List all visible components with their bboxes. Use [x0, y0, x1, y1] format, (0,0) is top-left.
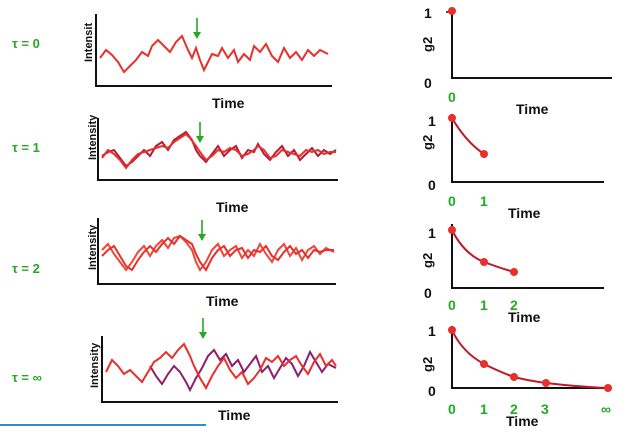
intensity-axis-label: Intensity: [87, 224, 99, 270]
g2-point: [448, 226, 456, 234]
g2-xtick: 1: [480, 401, 488, 417]
trace-axes: [101, 336, 338, 403]
row-tau-infinity: τ = ∞ Intensity Time g2 1 0 0 1 2: [12, 318, 612, 429]
g2-xtick: 2: [510, 297, 518, 313]
g2-tick-1: 1: [428, 323, 436, 339]
g2-point: [604, 384, 612, 392]
g2-point: [448, 326, 456, 334]
g2-tick-1: 1: [428, 113, 436, 129]
g2-axis-label: g2: [420, 135, 435, 150]
g2-axes: [451, 224, 604, 289]
intensity-trace-shifted: [101, 130, 337, 168]
g2-time-label: Time: [508, 309, 541, 325]
g2-tick-0: 0: [424, 75, 432, 91]
g2-tick-0: 0: [428, 383, 436, 399]
tau-label: τ = ∞: [12, 370, 42, 385]
intensity-trace: [101, 132, 336, 170]
intensity-trace-panel: Intensity Time: [87, 218, 336, 309]
g2-point: [448, 7, 456, 15]
g2-xtick: 0: [448, 193, 456, 209]
trace-axes: [95, 14, 332, 87]
trace-axes: [97, 218, 336, 285]
g2-xtick: 3: [541, 401, 549, 417]
row-tau-0: τ = 0 Intensit Time g2 1 0 0 Time: [12, 5, 612, 117]
g2-decay-curve: [451, 329, 609, 389]
time-marker-arrow: [198, 220, 206, 241]
g2-xtick: 2: [510, 401, 518, 417]
tau-label: τ = 1: [12, 140, 40, 155]
g2-xtick: 0: [448, 401, 456, 417]
time-marker-arrow: [193, 18, 201, 39]
g2-plot: g2 1 0 0 1 Time: [420, 113, 604, 221]
g2-plot: g2 1 0 0 1 2 3 ∞ Time: [420, 323, 612, 429]
g2-point: [542, 379, 550, 387]
g2-point: [510, 373, 518, 381]
g2-time-label: Time: [508, 205, 541, 221]
intensity-trace: [99, 34, 329, 74]
time-marker-arrow: [199, 318, 207, 339]
intensity-trace-panel: Intensity Time: [87, 114, 338, 215]
intensity-axis-label: Intensity: [87, 114, 99, 160]
g2-tick-1: 1: [424, 5, 432, 21]
intensity-trace-panel: Intensit Time: [83, 14, 332, 111]
g2-xtick: 0: [448, 89, 456, 105]
g2-axes: [451, 114, 604, 183]
intensity-trace: [101, 234, 334, 272]
g2-point: [480, 258, 488, 266]
g2-axes: [451, 326, 612, 389]
tau-label: τ = 2: [12, 261, 40, 276]
intensity-trace-shifted: [101, 234, 335, 272]
time-marker-arrow: [196, 122, 204, 143]
g2-plot: g2 1 0 0 1 2 Time: [420, 224, 604, 325]
intensity-axis-label: Intensit: [83, 23, 95, 62]
trace-time-label: Time: [206, 293, 239, 309]
g2-axis-label: g2: [420, 357, 435, 372]
g2-decay-curve: [451, 117, 485, 155]
row-tau-2: τ = 2 Intensity Time g2 1 0 0 1 2 Time: [12, 218, 604, 325]
trace-time-label: Time: [212, 95, 245, 111]
trace-axes: [97, 118, 338, 181]
g2-xtick: ∞: [601, 401, 611, 417]
g2-axis-label: g2: [420, 253, 435, 268]
g2-tick-0: 0: [428, 177, 436, 193]
g2-point: [480, 150, 488, 158]
intensity-axis-label: Intensity: [89, 342, 101, 388]
tau-label: τ = 0: [12, 36, 40, 51]
g2-xtick: 0: [448, 297, 456, 313]
g2-tick-1: 1: [428, 225, 436, 241]
g2-point: [480, 360, 488, 368]
g2-xtick: 1: [480, 297, 488, 313]
g2-plot: g2 1 0 0 Time: [420, 5, 612, 117]
g2-time-label: Time: [506, 413, 539, 429]
g2-point: [448, 114, 456, 122]
row-tau-1: τ = 1 Intensity Time g2 1 0 0 1 Time: [12, 113, 604, 221]
g2-tick-0: 0: [424, 285, 432, 301]
g2-axes: [451, 8, 612, 79]
g2-axis-label: g2: [420, 37, 435, 52]
intensity-trace: [105, 342, 337, 391]
intensity-trace-panel: Intensity Time: [89, 318, 338, 423]
g2-point: [510, 268, 518, 276]
g2-time-label: Time: [516, 101, 549, 117]
intensity-trace-shifted: [149, 348, 337, 393]
g2-xtick: 1: [480, 193, 488, 209]
trace-time-label: Time: [216, 199, 249, 215]
trace-time-label: Time: [218, 407, 251, 423]
